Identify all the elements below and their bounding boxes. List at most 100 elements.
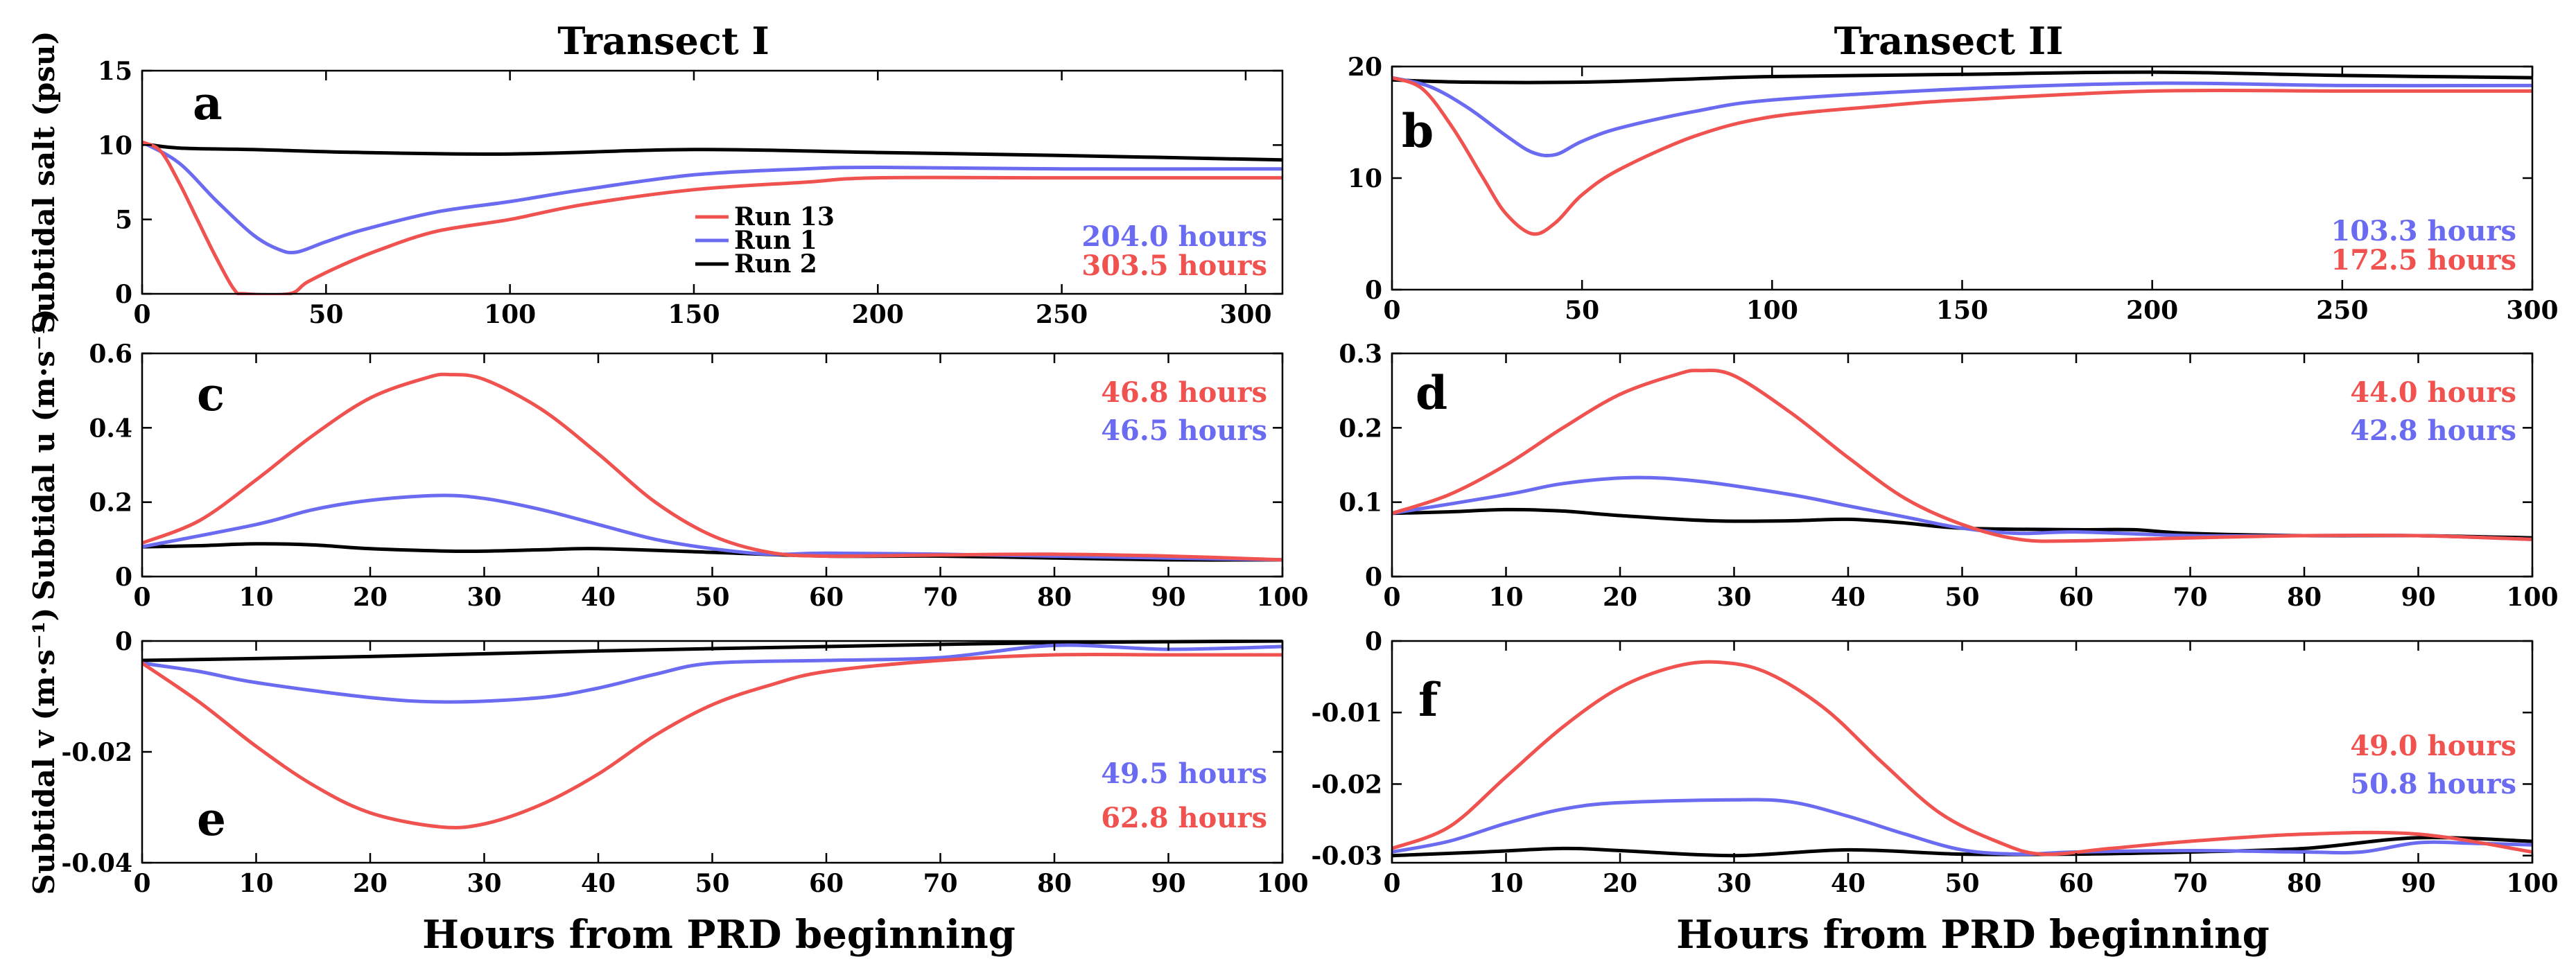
y-tick-label-e: -0.02	[61, 738, 132, 767]
y-tick-label-f: -0.01	[1311, 699, 1382, 728]
legend-label-run-1: Run 1	[734, 226, 817, 255]
panel-b: 0 50 100 150 200 250 300 0 10 20 b 103.3 hours172.5…	[1348, 53, 2559, 325]
axes-frame-a	[141, 69, 1284, 295]
x-tick-label-b: 50	[1565, 296, 1599, 325]
panel-c: 0 10 20 30 40 50 60 70 80 90 100 0 0.2 0.4 0.6 c 46.8 ho…	[89, 340, 1308, 612]
x-tick-label-f: 40	[1831, 869, 1865, 898]
panel-letter-d: d	[1416, 366, 1447, 420]
x-tick-label-b: 300	[2506, 296, 2558, 325]
x-tick-label-f: 80	[2287, 869, 2322, 898]
x-tick-label-f: 10	[1488, 869, 1523, 898]
x-tick-label-f: 20	[1603, 869, 1637, 898]
annotation-e: 49.5 hours	[1101, 757, 1267, 790]
panel-e: 0 10 20 30 40 50 60 70 80 90 100 -0.04 -0.02 0 e 49.5 h…	[61, 627, 1308, 898]
y-tick-label-a: 0	[115, 280, 132, 309]
panel-letter-a: a	[193, 76, 223, 130]
y-tick-label-e: 0	[115, 627, 132, 656]
x-tick-label-c: 90	[1151, 583, 1185, 612]
panel-a: 0 50 100 150 200 250 300 0 5 10 15 a 204.0 hours303.…	[98, 57, 1284, 329]
x-tick-label-e: 40	[581, 869, 616, 898]
annotation-b: 103.3 hours	[2331, 215, 2516, 247]
x-tick-label-c: 30	[467, 583, 501, 612]
x-tick-label-c: 50	[695, 583, 729, 612]
y-tick-label-c: 0.2	[89, 489, 132, 518]
series-line-e-run-13	[142, 652, 1282, 829]
series-group-d	[1392, 369, 2532, 543]
x-tick-label-e: 50	[695, 869, 729, 898]
series-line-c-run-13	[142, 372, 1282, 562]
annotation-c: 46.5 hours	[1101, 414, 1267, 447]
panel-letter-f: f	[1418, 673, 1441, 727]
series-group-f	[1392, 660, 2532, 858]
x-tick-label-c: 10	[238, 583, 273, 612]
x-tick-label-a: 100	[484, 300, 536, 329]
annotation-f: 49.0 hours	[2350, 730, 2516, 762]
y-tick-label-f: -0.03	[1311, 842, 1382, 871]
x-tick-label-f: 60	[2059, 869, 2094, 898]
annotation-d: 44.0 hours	[2350, 376, 2516, 409]
x-tick-label-a: 50	[308, 300, 343, 329]
y-tick-label-c: 0.6	[89, 340, 132, 369]
series-line-c-run-2	[142, 542, 1282, 562]
x-axis-label-left: Hours from PRD beginning	[422, 912, 1016, 958]
panel-f: 0 10 20 30 40 50 60 70 80 90 100 -0.03 -0.02 -0.01 0 f 4…	[1311, 627, 2558, 898]
panel-letter-c: c	[197, 367, 225, 421]
x-tick-label-f: 30	[1716, 869, 1751, 898]
x-tick-label-d: 20	[1603, 583, 1637, 612]
x-tick-label-a: 150	[668, 300, 720, 329]
x-tick-label-e: 70	[923, 869, 957, 898]
y-tick-label-d: 0.3	[1339, 340, 1382, 369]
x-tick-label-f: 0	[1383, 869, 1400, 898]
column-title-transect-1: Transect I	[557, 19, 769, 63]
x-tick-label-e: 20	[353, 869, 388, 898]
legend-label-run-2: Run 2	[734, 249, 817, 279]
series-group-c	[142, 372, 1282, 562]
series-line-f-run-13	[1392, 660, 2532, 857]
column-title-transect-2: Transect II	[1834, 19, 2064, 63]
series-line-a-run-2	[142, 141, 1282, 162]
x-tick-label-c: 100	[1256, 583, 1308, 612]
x-tick-label-c: 20	[353, 583, 388, 612]
y-tick-label-d: 0	[1365, 563, 1382, 592]
y-tick-label-a: 15	[98, 57, 132, 86]
x-tick-label-e: 100	[1256, 869, 1308, 898]
x-tick-label-f: 90	[2401, 869, 2435, 898]
series-line-f-run-2	[1392, 836, 2532, 858]
x-axis-label-right: Hours from PRD beginning	[1676, 912, 2270, 958]
y-tick-label-c: 0	[115, 563, 132, 592]
x-tick-label-b: 150	[1936, 296, 1988, 325]
y-tick-label-b: 0	[1365, 276, 1382, 305]
series-line-b-run-2	[1392, 70, 2532, 85]
annotation-e: 62.8 hours	[1101, 802, 1267, 834]
series-line-b-run-13	[1392, 76, 2532, 236]
series-line-d-run-13	[1392, 369, 2532, 543]
x-tick-label-d: 40	[1831, 583, 1865, 612]
x-tick-label-b: 200	[2126, 296, 2178, 325]
y-tick-label-a: 5	[115, 206, 132, 235]
x-tick-label-d: 10	[1488, 583, 1523, 612]
series-group-a	[142, 140, 1282, 295]
x-tick-label-c: 70	[923, 583, 957, 612]
x-tick-label-a: 200	[852, 300, 904, 329]
x-tick-label-b: 100	[1746, 296, 1798, 325]
y-tick-label-d: 0.2	[1339, 414, 1382, 443]
y-tick-label-e: -0.04	[61, 849, 132, 878]
x-tick-label-e: 0	[133, 869, 150, 898]
panel-letter-b: b	[1402, 104, 1434, 158]
x-tick-label-e: 60	[809, 869, 844, 898]
annotation-c: 46.8 hours	[1101, 376, 1267, 409]
x-tick-label-a: 300	[1219, 300, 1271, 329]
x-tick-label-a: 0	[133, 300, 150, 329]
annotation-f: 50.8 hours	[2350, 768, 2516, 800]
x-tick-label-d: 0	[1383, 583, 1400, 612]
x-tick-label-f: 100	[2506, 869, 2558, 898]
x-tick-label-e: 80	[1037, 869, 1072, 898]
y-tick-label-f: 0	[1365, 627, 1382, 656]
x-tick-label-e: 90	[1151, 869, 1185, 898]
y-axis-label-salt: Subtidal salt (psu)	[27, 31, 61, 334]
x-tick-label-c: 60	[809, 583, 844, 612]
legend-label-run-13: Run 13	[734, 202, 835, 231]
panel-d: 0 10 20 30 40 50 60 70 80 90 100 0 0.1 0.2 0.3 d 44.0 ho…	[1339, 340, 2558, 612]
